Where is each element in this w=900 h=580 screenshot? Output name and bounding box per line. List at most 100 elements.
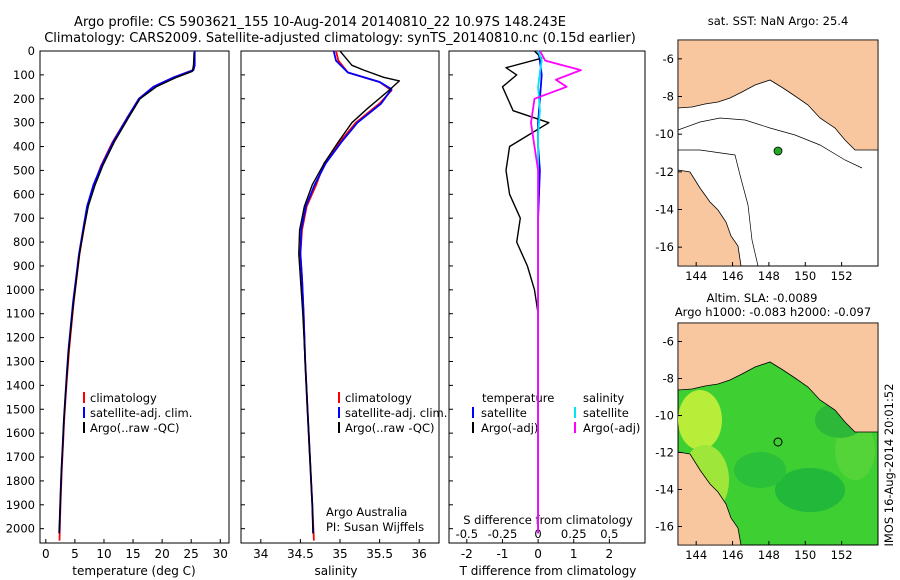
difference-plot-frame [448, 50, 646, 544]
salinity-legend: climatology satellite-adj. clim. Argo(..… [338, 391, 447, 435]
salinity-xlabel: salinity [314, 564, 357, 578]
depth-tick-label: 900 [13, 259, 35, 273]
sla-map-xtick-label: 152 [831, 548, 853, 562]
salinity-xtick-label: 35 [332, 547, 347, 561]
depth-tick-label: 1000 [6, 283, 35, 297]
new-guinea-landmass [677, 39, 879, 151]
sla-patch [678, 390, 722, 450]
temperature-xtick-label: 25 [184, 547, 199, 561]
depth-tick-label: 300 [13, 116, 35, 130]
sst-map-xtick-label: 150 [794, 269, 816, 283]
legend-label-climatology: climatology [90, 391, 157, 405]
salinity-xtick-label: 36 [412, 547, 427, 561]
argo-float-marker [773, 437, 783, 447]
sla-map-xtick-label: 146 [722, 548, 744, 562]
temperature-xtick-label: 20 [154, 547, 169, 561]
depth-tick-label: 1300 [6, 354, 35, 368]
difference-xtick-label: -1 [496, 547, 508, 561]
sla-map: Altim. SLA: -0.0089 Argo h1000: -0.083 h… [655, 291, 879, 562]
diff-xlabel: T difference from climatology [459, 564, 637, 578]
difference-xtick-label: -2 [461, 547, 473, 561]
legend-label-satellite: satellite-adj. clim. [90, 406, 192, 420]
depth-tick-label: 1500 [6, 402, 35, 416]
depth-tick-label: 1400 [6, 378, 35, 392]
sst-map: sat. SST: NaN Argo: 25.4 144 146 148 150 152… [655, 14, 879, 283]
depth-tick-label: 1800 [6, 474, 35, 488]
salinity-xtick-label: 35.5 [366, 547, 393, 561]
temperature-xlabel: temperature (deg C) [72, 564, 195, 578]
temperature-xtick-label: 0 [42, 547, 50, 561]
temperature-xtick-label: 10 [96, 547, 111, 561]
australia-landmass [677, 451, 742, 546]
legend-label-satellite: satellite-adj. clim. [345, 406, 447, 420]
salinity-annotation-line1: Argo Australia [326, 505, 407, 519]
depth-tick-label: 1900 [6, 498, 35, 512]
salinity-plot-frame [240, 50, 440, 544]
depth-tick-label: 100 [13, 68, 35, 82]
imos-credit: IMOS 16-Aug-2014 20:01:52 [882, 383, 896, 546]
salinity-annotation-line2: PI: Susan Wijffels [326, 520, 424, 534]
header-line1: Argo profile: CS 5903621_155 10-Aug-2014… [74, 15, 566, 30]
depth-tick-label: 2000 [6, 522, 35, 536]
sst-map-xtick-label: 144 [685, 269, 707, 283]
depth-tick-label: 1100 [6, 307, 35, 321]
diff-top-tick-label: 0.5 [600, 527, 618, 541]
temperature-series-2 [58, 51, 196, 534]
new-guinea-landmass [677, 322, 879, 433]
diff-top-tick-label: -0.25 [488, 527, 518, 541]
sla-map-xtick-label: 150 [794, 548, 816, 562]
difference-xtick-label: 2 [606, 547, 614, 561]
depth-tick-label: 0 [28, 44, 35, 58]
depth-tick-label: 400 [13, 140, 35, 154]
sst-map-ytick-label: -16 [655, 240, 674, 254]
sst-map-ytick-label: -6 [663, 52, 674, 66]
difference-panel: S difference from climatology T differen… [448, 50, 646, 578]
sla-map-ytick-label: -8 [663, 372, 674, 386]
sla-map-ytick-label: -14 [655, 483, 674, 497]
legend-label-argo: Argo(..raw -QC) [345, 421, 435, 435]
diff-top-tick-label: 0 [534, 527, 541, 541]
temperature-xtick-label: 15 [125, 547, 140, 561]
sla-map-xtick-label: 148 [758, 548, 780, 562]
legend-label-climatology: climatology [345, 391, 412, 405]
temperature-series-1 [58, 50, 196, 541]
temperature-xtick-label: 30 [213, 547, 228, 561]
salinity-series-3 [298, 50, 401, 534]
sst-map-xtick-label: 148 [758, 269, 780, 283]
australia-landmass [677, 169, 742, 267]
sla-map-xtick-label: 144 [685, 548, 707, 562]
depth-tick-label: 200 [13, 92, 35, 106]
difference-legend: temperature salinity satellite Argo(-adj… [472, 391, 640, 435]
legend-label-s-satellite: satellite [583, 406, 629, 420]
depth-tick-label: 500 [13, 163, 35, 177]
temperature-plot-frame [39, 50, 230, 544]
salinity-panel: salinity Argo Australia PI: Susan Wijffe… [240, 50, 447, 578]
diff-top-xlabel: S difference from climatology [463, 513, 633, 527]
diff-top-tick-label: -0.5 [456, 527, 478, 541]
legend-label-s-argo: Argo(-adj) [583, 421, 640, 435]
difference-xtick-label: 1 [570, 547, 578, 561]
legend-label-t-argo: Argo(-adj) [481, 421, 538, 435]
sla-map-ytick-label: -6 [663, 335, 674, 349]
sst-map-ytick-label: -12 [655, 165, 674, 179]
legend-title-temperature: temperature [482, 391, 554, 405]
legend-label-argo: Argo(..raw -QC) [90, 421, 180, 435]
depth-tick-label: 1200 [6, 331, 35, 345]
sla-map-ytick-label: -10 [655, 409, 674, 423]
sst-map-ytick-label: -10 [655, 127, 674, 141]
sla-patch [734, 452, 786, 488]
argo-float-marker [773, 146, 783, 156]
difference-series-4 [530, 50, 582, 534]
sst-map-title: sat. SST: NaN Argo: 25.4 [708, 14, 849, 28]
sst-map-ytick-label: -8 [663, 90, 674, 104]
legend-label-t-satellite: satellite [481, 406, 527, 420]
difference-xtick-label: 0 [534, 547, 542, 561]
salinity-series-2 [299, 50, 393, 534]
sla-map-ytick-label: -12 [655, 446, 674, 460]
depth-tick-label: 800 [13, 235, 35, 249]
depth-tick-label: 700 [13, 211, 35, 225]
legend-title-salinity: salinity [583, 391, 624, 405]
salinity-xtick-label: 34 [253, 547, 268, 561]
sla-map-ytick-label: -16 [655, 520, 674, 534]
